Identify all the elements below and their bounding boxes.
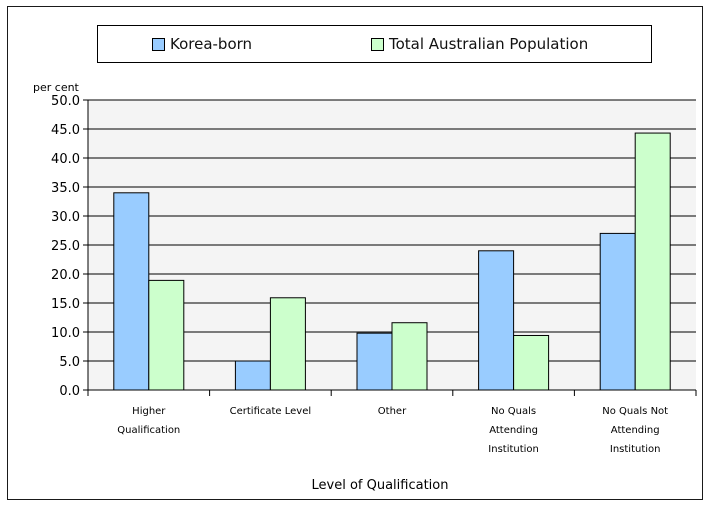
y-tick-label: 45.0	[51, 123, 80, 138]
x-category-label: Attending	[489, 425, 538, 436]
bar-korea-born	[478, 250, 515, 391]
y-tick-label: 10.0	[51, 326, 80, 341]
x-category-label: Attending	[611, 425, 660, 436]
legend-swatch-korea-born	[152, 37, 165, 51]
y-tick-label: 35.0	[51, 181, 80, 196]
x-axis	[87, 100, 697, 396]
category-labels: Higher Qualification Certificate Level Othe…	[117, 406, 668, 455]
bar-total-australian-population	[148, 279, 185, 391]
y-axis-label: per cent	[33, 81, 80, 94]
bar-total-australian-population	[513, 334, 550, 391]
x-category-label: Other	[378, 406, 407, 417]
x-category-label: Institution	[488, 444, 539, 455]
x-category-label: Institution	[610, 444, 661, 455]
legend-label-total-australian-population: Total Australian Population	[389, 35, 589, 53]
y-axis-ticks: 0.0 5.0 10.0 15.0 20.0 25.0 30.0 35.0 40.0 45.0 50…	[51, 94, 88, 399]
bar-total-australian-population	[391, 322, 428, 391]
legend-label-korea-born: Korea-born	[170, 35, 253, 53]
y-tick-label: 5.0	[59, 355, 80, 370]
bars	[113, 132, 671, 391]
y-tick-label: 20.0	[51, 268, 80, 283]
bar-total-australian-population	[634, 132, 671, 391]
legend: Korea-born Total Australian Population	[97, 25, 652, 63]
x-category-label: No Quals	[491, 406, 536, 417]
x-category-label: No Quals Not	[602, 406, 668, 417]
y-tick-label: 25.0	[51, 239, 80, 254]
bar-total-australian-population	[269, 297, 306, 391]
x-category-label: Certificate Level	[230, 406, 312, 417]
legend-swatch-total-australian-population	[371, 37, 384, 51]
x-axis-title: Level of Qualification	[312, 478, 449, 493]
y-tick-label: 0.0	[59, 384, 80, 399]
y-tick-label: 15.0	[51, 297, 80, 312]
x-category-label: Qualification	[117, 425, 180, 436]
bar-korea-born	[113, 192, 150, 391]
legend-item-total-australian-population: Total Australian Population	[371, 35, 588, 53]
x-category-label: Higher	[132, 406, 166, 417]
legend-item-korea-born: Korea-born	[152, 35, 252, 53]
bar-korea-born	[234, 360, 271, 391]
bar-korea-born	[599, 232, 636, 391]
y-tick-label: 50.0	[51, 94, 80, 109]
y-tick-label: 40.0	[51, 152, 80, 167]
bar-korea-born	[356, 332, 393, 391]
y-tick-label: 30.0	[51, 210, 80, 225]
